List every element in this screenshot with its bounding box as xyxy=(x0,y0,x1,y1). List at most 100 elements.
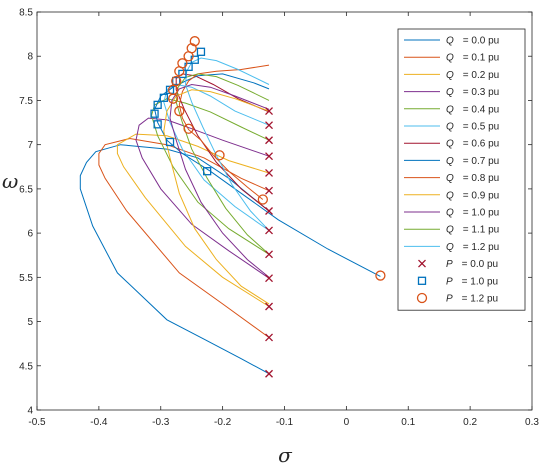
legend-value: = 1.0 pu xyxy=(463,208,499,219)
legend-variable: P xyxy=(446,259,453,270)
legend-variable: Q xyxy=(446,173,454,184)
x-tick-label: -0.5 xyxy=(28,417,46,428)
y-tick-label: 8 xyxy=(27,52,33,63)
marker-p-square-point xyxy=(153,120,162,129)
legend-value: = 1.2 pu xyxy=(462,294,498,305)
marker-p-circle-point xyxy=(177,58,188,69)
marker-p-x-point xyxy=(265,136,273,145)
legend-value: = 0.3 pu xyxy=(463,87,499,98)
legend-entry-p: P = 1.2 pu xyxy=(446,294,498,305)
x-tick-label: -0.2 xyxy=(214,417,232,428)
legend-value: = 1.0 pu xyxy=(462,276,498,287)
legend-variable: Q xyxy=(446,156,454,167)
marker-p-x-point xyxy=(265,250,273,259)
legend-value: = 0.7 pu xyxy=(463,156,499,167)
legend-variable: Q xyxy=(446,139,454,150)
legend-entry-q: Q = 0.5 pu xyxy=(446,122,499,133)
marker-p-x-point xyxy=(265,207,273,215)
x-tick-label: 0.3 xyxy=(525,417,539,428)
legend-variable: Q xyxy=(446,104,454,115)
legend-variable: Q xyxy=(446,36,454,47)
legend-value: = 0.9 pu xyxy=(463,190,499,201)
series-line-q-1 xyxy=(98,137,270,338)
legend-entry-q: Q = 0.2 pu xyxy=(446,70,499,81)
marker-p-square-point xyxy=(159,93,168,102)
legend-entry-q: Q = 0.3 pu xyxy=(446,87,499,98)
legend-entry-q: Q = 0.8 pu xyxy=(446,173,499,184)
legend-entry-q: Q = 0.4 pu xyxy=(446,104,499,115)
y-tick-label: 6 xyxy=(27,229,33,240)
legend-value: = 0.5 pu xyxy=(463,122,499,133)
marker-p-x-point xyxy=(265,369,273,378)
marker-p-x-point xyxy=(265,107,273,116)
legend-entry-q: Q = 0.7 pu xyxy=(446,156,499,167)
legend-entry-q: Q = 0.1 pu xyxy=(446,53,499,64)
legend-variable: Q xyxy=(446,53,454,64)
legend-value: = 0.1 pu xyxy=(463,53,499,64)
marker-p-circle-point xyxy=(214,150,225,161)
legend-variable: P xyxy=(446,276,453,287)
legend-entry-q: Q = 1.2 pu xyxy=(446,242,499,253)
legend-entry-q: Q = 1.1 pu xyxy=(446,225,499,236)
x-tick-label: 0 xyxy=(344,417,350,428)
legend-entry-q: Q = 0.9 pu xyxy=(446,190,499,201)
y-tick-label: 8.5 xyxy=(19,8,33,19)
legend-value: = 0.4 pu xyxy=(463,104,499,115)
y-tick-label: 7 xyxy=(27,140,33,151)
series-line-q-10 xyxy=(169,83,270,278)
marker-p-circle-point xyxy=(174,105,185,117)
y-tick-label: 5 xyxy=(27,317,33,328)
marker-p-circle-point xyxy=(167,84,179,95)
series-line-q-7 xyxy=(154,73,381,277)
marker-p-x-point xyxy=(265,226,273,235)
marker-p-x-point xyxy=(265,274,273,283)
x-tick-label: 0.2 xyxy=(463,417,477,428)
legend-variable: Q xyxy=(446,208,454,219)
y-tick-label: 7.5 xyxy=(19,96,33,107)
y-tick-label: 4 xyxy=(27,406,33,417)
marker-p-square-point xyxy=(203,167,212,176)
legend-value: = 0.8 pu xyxy=(463,173,499,184)
x-axis-label: σ xyxy=(278,443,293,467)
marker-p-square-point xyxy=(172,76,181,86)
marker-p-x-point xyxy=(265,333,273,342)
marker-p-circle-point xyxy=(257,194,268,205)
y-tick-label: 4.5 xyxy=(19,361,33,372)
legend-value: = 1.1 pu xyxy=(463,225,499,236)
legend-swatch-marker xyxy=(417,276,427,285)
y-tick-label: 6.5 xyxy=(19,184,33,195)
legend-variable: Q xyxy=(446,190,454,201)
marker-p-circle-point xyxy=(375,270,386,281)
marker-p-x-point xyxy=(265,302,273,311)
marker-p-square-point xyxy=(196,47,206,56)
marker-p-x-point xyxy=(265,169,273,177)
legend-box xyxy=(397,28,526,311)
legend-variable: P xyxy=(446,294,453,305)
legend-variable: Q xyxy=(446,70,454,81)
y-tick-label: 5.5 xyxy=(19,273,33,284)
legend-variable: Q xyxy=(446,225,454,236)
series-line-q-5 xyxy=(163,83,270,231)
marker-p-circle-point xyxy=(186,43,197,54)
x-tick-label: -0.4 xyxy=(90,417,108,428)
legend-entry-p: P = 1.0 pu xyxy=(446,276,498,287)
legend-entry-p: P = 0.0 pu xyxy=(446,259,498,270)
marker-p-x-point xyxy=(265,152,273,161)
marker-p-square-point xyxy=(178,69,187,79)
legend-swatch-marker xyxy=(418,259,426,268)
axis-ticks: -0.5 -0.4 -0.3 -0.2 -0.1 0 0.1 0.2 0.3 4 4.5 5 5.5 6 6… xyxy=(19,8,539,429)
legend-variable: Q xyxy=(446,242,454,253)
series-markers xyxy=(150,36,386,378)
marker-p-x-point xyxy=(265,186,273,195)
legend-entry-q: Q = 0.6 pu xyxy=(446,139,499,150)
legend-value: = 0.2 pu xyxy=(463,70,499,81)
legend-variable: Q xyxy=(446,122,454,133)
legend-swatch-marker xyxy=(416,292,428,304)
legend-variable: Q xyxy=(446,87,454,98)
legend-entry-q: Q = 1.0 pu xyxy=(446,208,499,219)
legend-entry-q: Q = 0.0 pu xyxy=(446,36,499,47)
series-line-q-12 xyxy=(184,57,270,231)
marker-p-circle-point xyxy=(171,75,182,87)
marker-p-x-point xyxy=(265,121,273,130)
